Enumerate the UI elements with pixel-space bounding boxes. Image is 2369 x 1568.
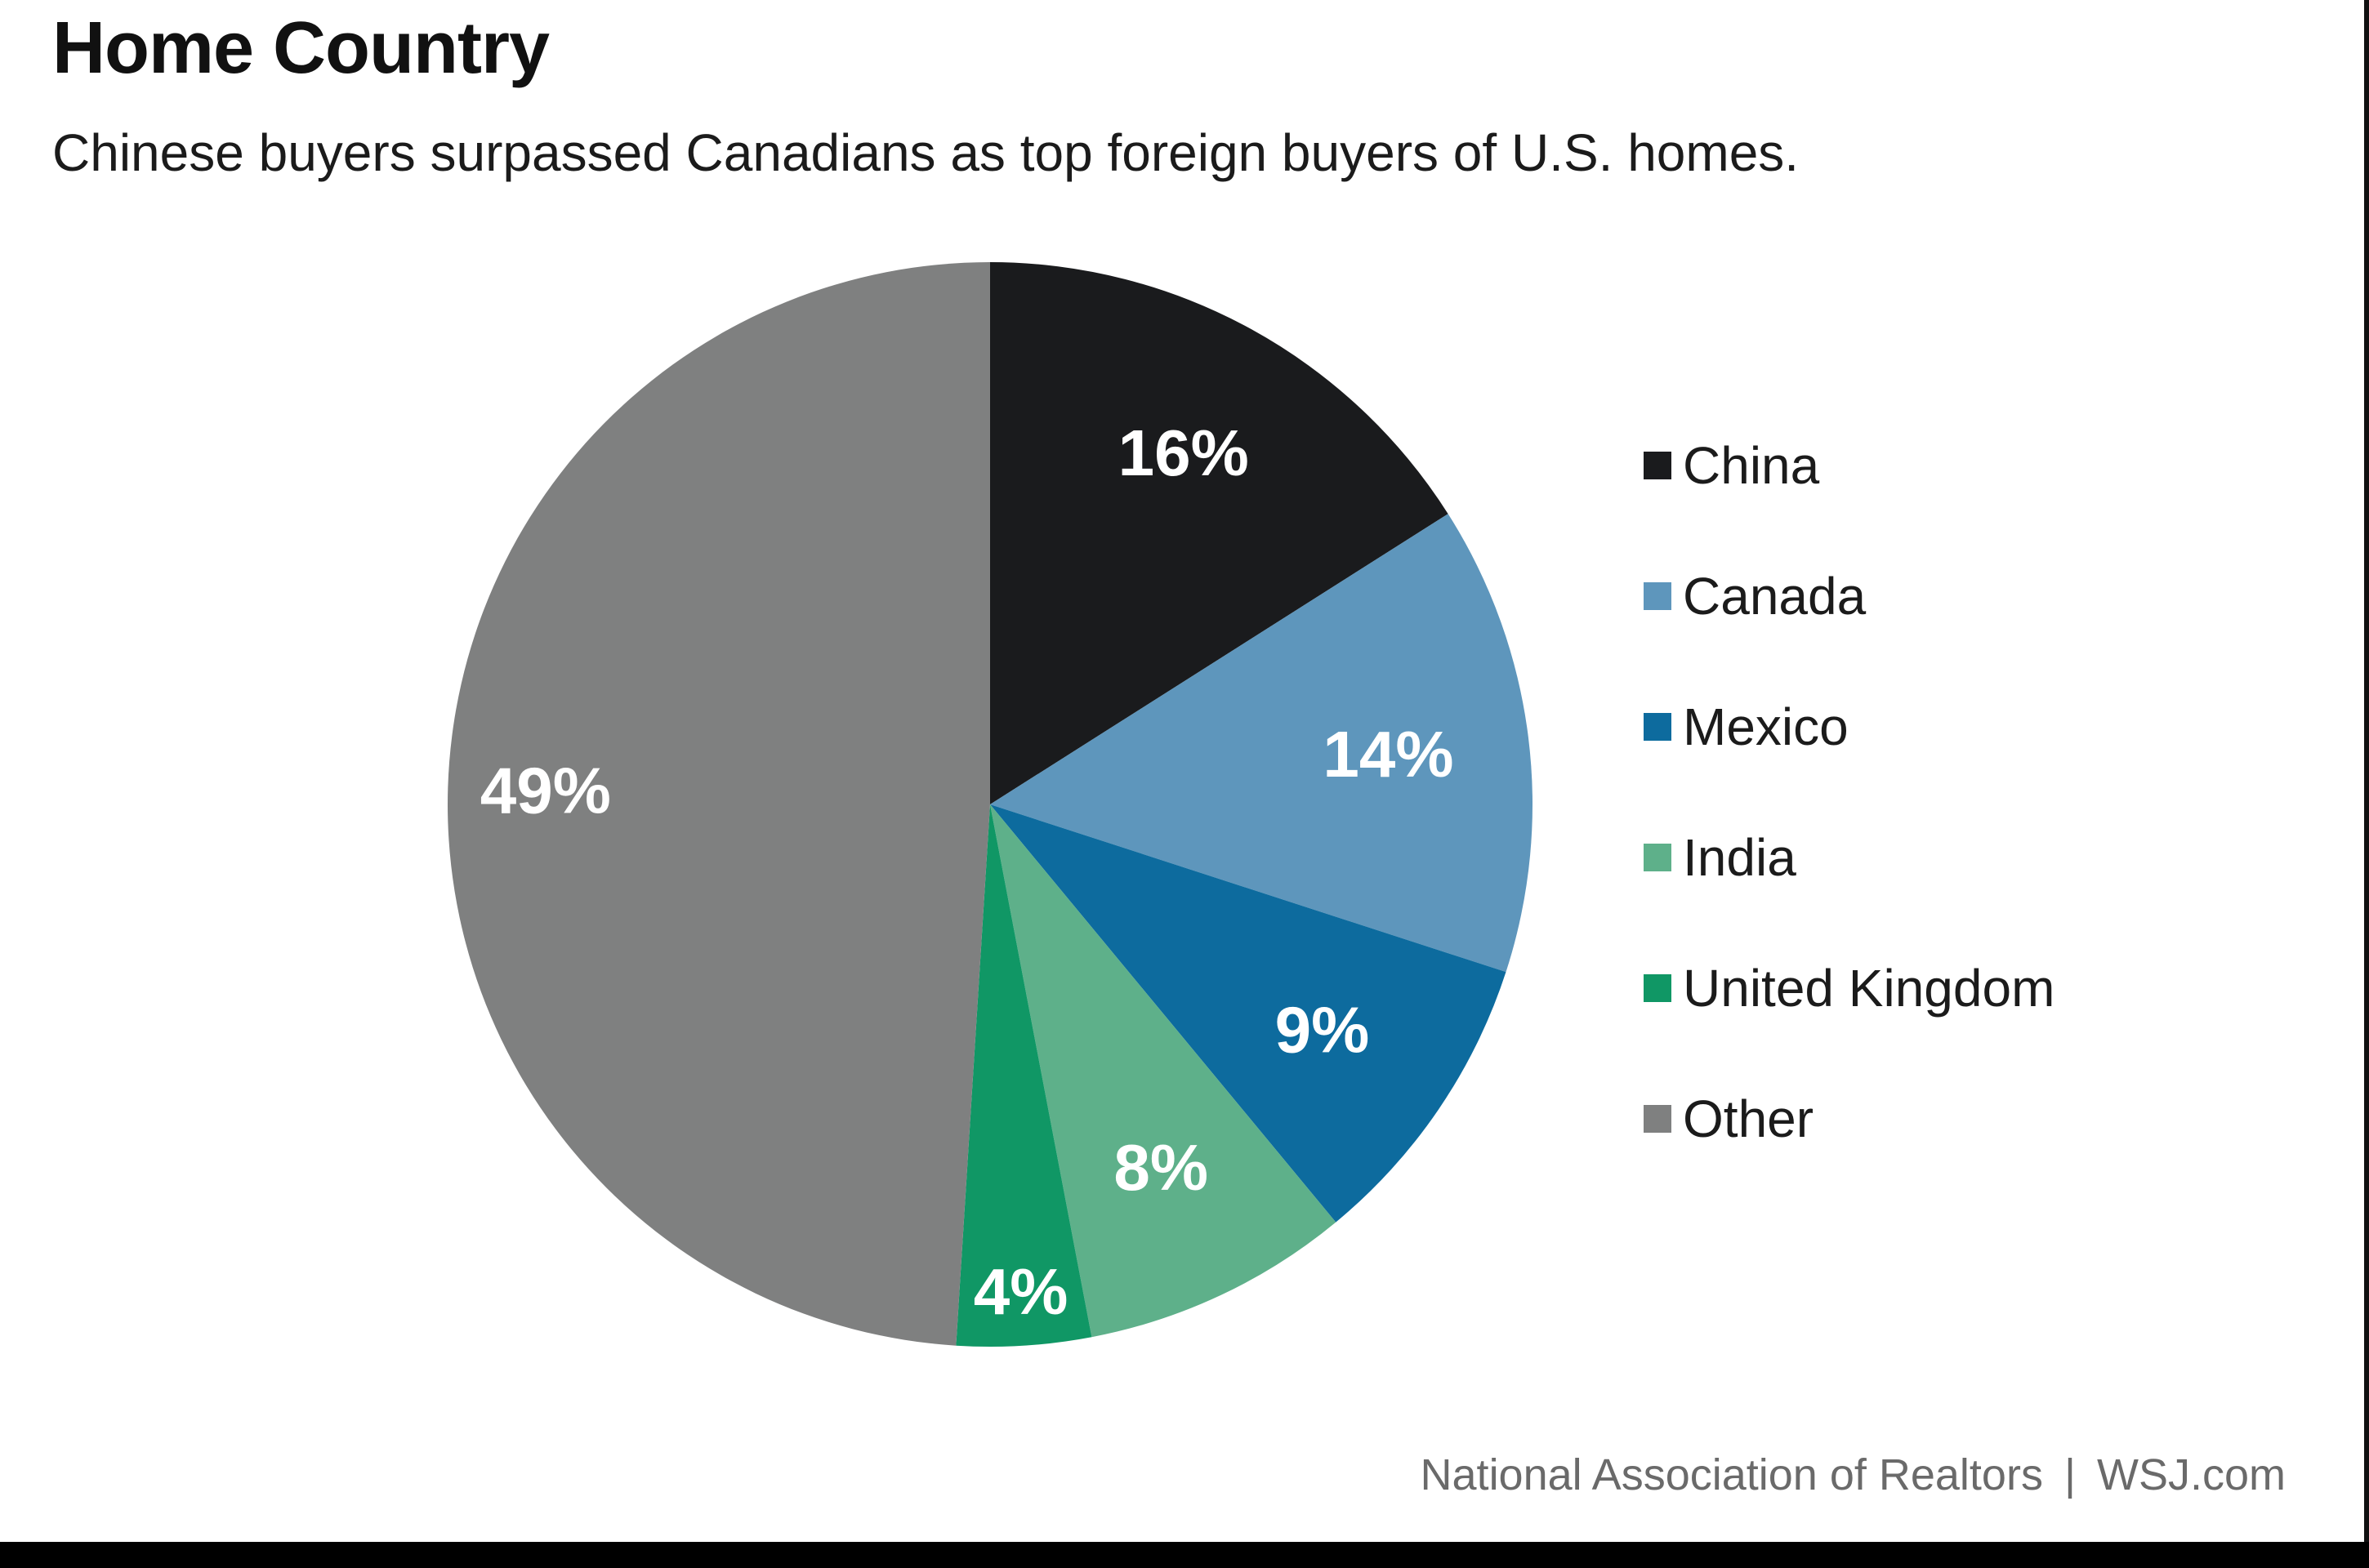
legend-swatch-china xyxy=(1644,452,1671,479)
pie-slice-united-kingdom xyxy=(956,804,1092,1347)
slice-label-mexico: 9% xyxy=(1275,994,1370,1067)
legend-swatch-india xyxy=(1644,844,1671,871)
source-credit: National Association of Realtors | WSJ.com xyxy=(1421,1450,2286,1500)
legend-swatch-canada xyxy=(1644,582,1671,610)
pie-slice-china xyxy=(990,262,1448,804)
legend-swatch-mexico xyxy=(1644,713,1671,741)
source-name: National Association of Realtors xyxy=(1420,1450,2043,1499)
legend-swatch-united-kingdom xyxy=(1644,974,1671,1002)
chart-subtitle: Chinese buyers surpassed Canadians as to… xyxy=(52,123,1800,182)
source-site: WSJ.com xyxy=(2096,1450,2286,1499)
slice-label-india: 8% xyxy=(1113,1131,1208,1204)
legend-label-mexico: Mexico xyxy=(1683,697,1849,756)
slice-label-united-kingdom: 4% xyxy=(974,1255,1069,1328)
pie-slice-mexico xyxy=(990,804,1506,1223)
pie-slice-india xyxy=(990,804,1336,1338)
pie-slice-other xyxy=(448,262,990,1346)
slice-label-canada: 14% xyxy=(1323,718,1453,791)
legend-swatch-other xyxy=(1644,1105,1671,1133)
source-separator: | xyxy=(2063,1450,2076,1499)
pie-slice-canada xyxy=(990,514,1532,973)
legend-label-china: China xyxy=(1683,436,1820,495)
legend-label-other: Other xyxy=(1683,1089,1814,1148)
bottom-border xyxy=(0,1542,2369,1568)
slice-label-china: 16% xyxy=(1118,416,1249,489)
legend-label-india: India xyxy=(1683,828,1796,887)
chart-title: Home Country xyxy=(52,7,550,89)
slice-label-other: 49% xyxy=(480,754,611,826)
legend-label-united-kingdom: United Kingdom xyxy=(1683,959,2054,1018)
legend-label-canada: Canada xyxy=(1683,567,1867,626)
